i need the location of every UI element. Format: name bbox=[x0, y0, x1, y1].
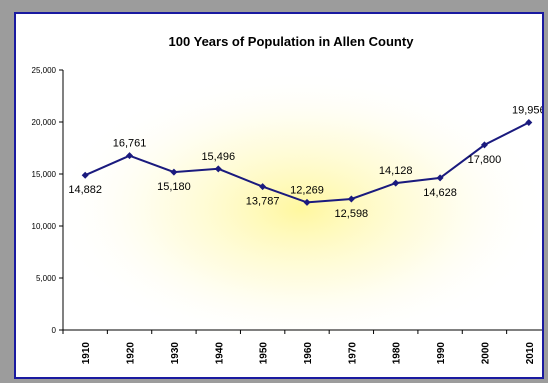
data-label: 15,180 bbox=[157, 181, 191, 193]
y-tick-label: 0 bbox=[52, 326, 57, 335]
x-tick-label: 1920 bbox=[126, 342, 137, 365]
data-point bbox=[303, 198, 311, 206]
data-point bbox=[214, 165, 222, 173]
data-point bbox=[347, 195, 355, 203]
chart-title: 100 Years of Population in Allen County bbox=[169, 34, 415, 49]
data-point bbox=[126, 152, 134, 160]
y-tick-label: 15,000 bbox=[32, 170, 57, 179]
x-tick-label: 1980 bbox=[392, 342, 403, 365]
data-point bbox=[392, 179, 400, 187]
x-tick-label: 2000 bbox=[480, 342, 491, 365]
plot-glow bbox=[51, 69, 542, 349]
data-point bbox=[480, 141, 488, 149]
x-tick-label: 1990 bbox=[436, 342, 447, 365]
line-chart: 100 Years of Population in Allen County … bbox=[32, 34, 542, 365]
data-label: 12,269 bbox=[290, 184, 324, 196]
x-tick-label: 1910 bbox=[81, 342, 92, 365]
data-point bbox=[436, 174, 444, 182]
data-label: 17,800 bbox=[468, 154, 502, 166]
chart-frame: 100 Years of Population in Allen County … bbox=[14, 12, 544, 379]
data-label: 14,628 bbox=[423, 187, 457, 199]
data-point bbox=[259, 183, 267, 191]
data-point bbox=[81, 171, 89, 179]
data-point bbox=[525, 118, 533, 126]
data-label: 19,956 bbox=[512, 104, 542, 116]
y-tick-label: 5,000 bbox=[36, 274, 57, 283]
x-tick-label: 1940 bbox=[214, 342, 225, 365]
data-label: 12,598 bbox=[335, 208, 369, 220]
y-tick-label: 20,000 bbox=[32, 118, 57, 127]
y-tick-label: 25,000 bbox=[32, 66, 57, 75]
data-label: 16,761 bbox=[113, 138, 147, 150]
x-tick-label: 1970 bbox=[347, 342, 358, 365]
data-point bbox=[170, 168, 178, 176]
x-tick-label: 2010 bbox=[525, 342, 536, 365]
data-label: 15,496 bbox=[201, 151, 235, 163]
data-label: 13,787 bbox=[246, 196, 280, 208]
x-tick-label: 1930 bbox=[170, 342, 181, 365]
y-tick-label: 10,000 bbox=[32, 222, 57, 231]
x-tick-label: 1950 bbox=[259, 342, 270, 365]
data-label: 14,882 bbox=[68, 184, 102, 196]
x-tick-label: 1960 bbox=[303, 342, 314, 365]
data-label: 14,128 bbox=[379, 165, 413, 177]
